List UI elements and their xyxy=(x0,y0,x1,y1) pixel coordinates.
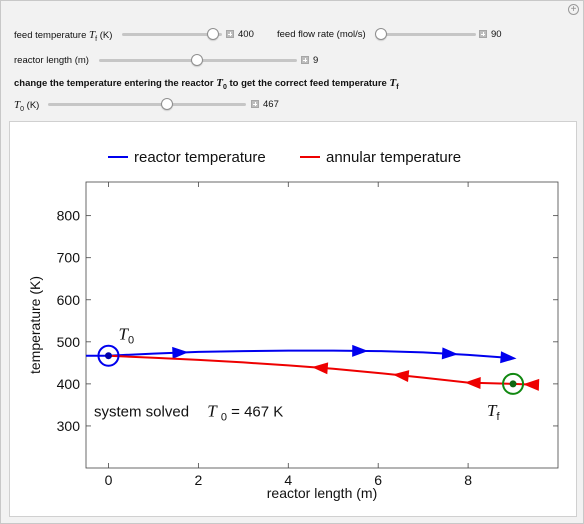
reactor-length-label: reactor length (m) xyxy=(14,55,89,66)
status-annotation-value: = 467 K xyxy=(231,404,283,421)
marker-symbol: T xyxy=(487,401,498,420)
annular-direction-arrow xyxy=(311,362,329,375)
y-tick-label: 500 xyxy=(57,334,81,350)
feed-flow-rate-label: feed flow rate (mol/s) xyxy=(277,29,366,40)
reactor-direction-arrow xyxy=(352,344,369,357)
feed-flow-rate-plus-icon[interactable] xyxy=(479,30,487,38)
status-annotation-text: system solved xyxy=(94,404,189,421)
reactor-length-slider-thumb[interactable] xyxy=(191,54,203,66)
feed-temperature-symbol: T xyxy=(89,29,96,41)
t0-marker-ring xyxy=(97,344,120,367)
legend-reactor-label: reactor temperature xyxy=(134,149,266,166)
instruction-tf-sub: f xyxy=(396,83,399,91)
t0-slider[interactable] xyxy=(48,103,246,106)
y-tick-label: 700 xyxy=(57,250,81,266)
x-tick-label: 2 xyxy=(194,472,202,488)
feed-temperature-label: feed temperature Tf (K) xyxy=(14,29,112,43)
annular-direction-arrow xyxy=(392,370,410,383)
annular-temperature-line xyxy=(108,354,536,386)
status-annotation: system solved T 0 = 467 K xyxy=(94,402,283,425)
marker-subscript: f xyxy=(497,411,501,423)
y-tick-label: 300 xyxy=(57,418,81,434)
instruction-prefix: change the temperature entering the reac… xyxy=(14,78,214,89)
feed-temperature-slider[interactable] xyxy=(122,33,222,36)
status-annotation-symbol: T xyxy=(207,402,218,421)
feed-temperature-value: 400 xyxy=(238,29,254,40)
t0-plus-icon[interactable] xyxy=(251,100,259,108)
x-tick-label: 0 xyxy=(105,472,113,488)
instruction-t0-sub: 0 xyxy=(222,83,227,91)
feed-flow-rate-value: 90 xyxy=(491,29,502,40)
x-tick-label: 4 xyxy=(284,472,292,488)
feed-temperature-unit: (K) xyxy=(99,30,113,41)
feed-temperature-slider-thumb[interactable] xyxy=(207,28,219,40)
reactor-temperature-line xyxy=(86,349,514,360)
reactor-direction-arrow xyxy=(500,351,517,364)
series-layer xyxy=(86,344,540,391)
t0-unit: (K) xyxy=(26,100,40,111)
t0-marker-label: T0 xyxy=(118,325,134,347)
reactor-length-value: 9 xyxy=(313,55,319,66)
feed-temperature-subscript: f xyxy=(95,35,98,43)
t0-label: T0 (K) xyxy=(14,99,39,113)
reactor-direction-arrow xyxy=(172,346,189,359)
axis-ticks: 0 2 4 6 8 300 400 500 600 700 800 xyxy=(57,182,558,488)
legend-annular-label: annular temperature xyxy=(326,149,461,166)
plot-frame xyxy=(85,181,559,469)
marker-symbol: T xyxy=(118,325,129,344)
t0-marker-dot xyxy=(104,352,112,360)
t0-slider-thumb[interactable] xyxy=(161,98,173,110)
instruction-tf-symbol: T xyxy=(389,77,397,89)
feed-flow-rate-slider-thumb[interactable] xyxy=(375,28,387,40)
tf-marker-ring xyxy=(502,372,525,395)
y-axis-label: temperature (K) xyxy=(27,276,43,374)
y-tick-label: 800 xyxy=(57,208,81,224)
status-annotation-sub: 0 xyxy=(221,412,227,424)
t0-symbol: T xyxy=(14,99,21,111)
legend: reactor temperature annular temperature xyxy=(108,149,461,166)
tf-marker-label: Tf xyxy=(487,401,500,423)
instruction-middle: to get the correct feed temperature xyxy=(229,78,387,89)
marker-subscript: 0 xyxy=(128,335,134,347)
x-axis-label: reactor length (m) xyxy=(267,485,377,501)
annular-direction-arrow xyxy=(523,378,540,391)
x-tick-label: 8 xyxy=(464,472,472,488)
t0-value: 467 xyxy=(263,99,279,110)
feed-temperature-text: feed temperature xyxy=(14,30,87,41)
temperature-chart: reactor temperature annular temperature … xyxy=(27,149,559,501)
annular-direction-arrow xyxy=(464,376,481,389)
tf-marker-dot xyxy=(509,380,517,388)
t0-subscript: 0 xyxy=(20,105,25,113)
instruction-t0-symbol: T xyxy=(216,77,223,89)
reactor-length-plus-icon[interactable] xyxy=(301,56,309,64)
y-tick-label: 600 xyxy=(57,292,81,308)
feed-temperature-plus-icon[interactable] xyxy=(226,30,234,38)
expand-plus-icon[interactable]: + xyxy=(568,4,579,15)
plot-area: reactor temperature annular temperature … xyxy=(9,121,577,517)
instruction-text: change the temperature entering the reac… xyxy=(14,77,399,91)
feed-flow-rate-slider[interactable] xyxy=(376,33,476,36)
x-tick-label: 6 xyxy=(374,472,382,488)
reactor-direction-arrow xyxy=(441,347,459,360)
y-tick-label: 400 xyxy=(57,376,81,392)
